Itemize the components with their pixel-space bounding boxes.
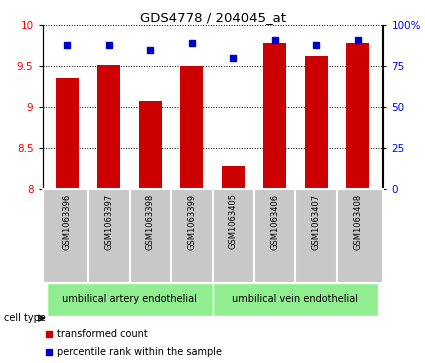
Text: GSM1063406: GSM1063406 — [270, 193, 279, 250]
Text: GSM1063399: GSM1063399 — [187, 193, 196, 250]
Bar — [212, 283, 378, 316]
Text: transformed count: transformed count — [57, 329, 148, 339]
Text: GSM1063398: GSM1063398 — [146, 193, 155, 250]
Bar — [264, 44, 286, 189]
Bar — [346, 44, 369, 189]
Text: GSM1063396: GSM1063396 — [63, 193, 72, 250]
Bar — [97, 65, 120, 189]
Text: percentile rank within the sample: percentile rank within the sample — [57, 347, 222, 357]
Title: GDS4778 / 204045_at: GDS4778 / 204045_at — [139, 11, 286, 24]
Text: GSM1063408: GSM1063408 — [353, 193, 362, 250]
Text: GSM1063405: GSM1063405 — [229, 193, 238, 249]
Text: cell type: cell type — [4, 313, 46, 323]
Bar — [56, 78, 79, 189]
Text: umbilical artery endothelial: umbilical artery endothelial — [62, 294, 197, 305]
Bar — [139, 101, 162, 189]
Bar — [47, 283, 212, 316]
Text: umbilical vein endothelial: umbilical vein endothelial — [232, 294, 358, 305]
Bar — [180, 66, 203, 189]
Bar — [222, 166, 245, 189]
Bar — [305, 57, 328, 189]
Text: GSM1063397: GSM1063397 — [105, 193, 113, 250]
Text: GSM1063407: GSM1063407 — [312, 193, 320, 250]
